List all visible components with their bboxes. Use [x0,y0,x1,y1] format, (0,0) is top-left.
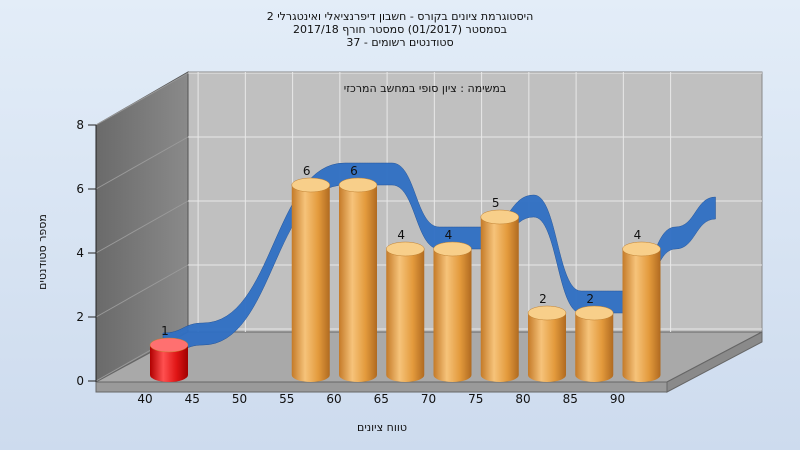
gridline-wall [95,200,189,254]
x-tick-label: 60 [326,392,341,406]
bar: 6 [291,164,330,382]
bar-value-label: 4 [397,228,405,242]
title-line-2: בסמסטר (01/2017) סמסטר חורף 2017/18 [293,23,507,36]
bar-body [575,313,614,382]
bar-value-label: 2 [539,292,547,306]
x-axis-label: טווח ציונים [357,421,407,434]
gridline-wall [95,264,189,318]
bar-top [386,241,425,257]
bar-top [433,241,472,257]
y-tick-label: 4 [76,246,84,260]
title-line-1: היסטוגרמת ציונים בקורס - חשבון דיפרנציאל… [266,10,534,23]
bar: 1 [149,324,189,382]
bar-value-label: 6 [303,164,311,178]
y-axis-label: מספר סטודנטים [36,214,49,290]
title-line-3: סטודנטים רשומים - 37 [346,36,454,49]
bar-body [528,313,566,382]
y-tick-label: 6 [76,182,84,196]
bar-value-label: 2 [586,292,594,306]
y-tick-label: 2 [76,310,84,324]
gridline-wall [95,136,189,190]
back-wall [187,71,763,333]
floor-edge [95,381,668,393]
y-tick-label: 8 [76,118,84,132]
x-tick-label: 80 [515,392,530,406]
bar-value-label: 4 [634,228,642,242]
bar-body [622,249,661,382]
y-tick-label: 0 [76,374,84,388]
chart-subtitle: במשימה : ציון סופי במחשב המרכזי [344,82,507,95]
bar-value-label: 6 [350,164,358,178]
bar-body [339,185,377,382]
bar-body [150,345,188,382]
bar-value-label: 4 [445,228,453,242]
gridline-wall [95,72,189,126]
bar: 2 [527,292,567,382]
bars-group: 1 6 6 4 4 5 2 2 4 [149,164,661,382]
x-tick-label: 65 [374,392,389,406]
bar-top [527,305,567,321]
bar-top [291,177,330,193]
x-tick-label: 55 [279,392,294,406]
x-tick-label: 40 [137,392,152,406]
x-tick-label: 50 [232,392,247,406]
floor-side-edge [666,331,763,393]
bar: 4 [433,228,472,382]
x-tick-label: 90 [610,392,625,406]
bar: 5 [480,196,519,382]
bar-body [433,249,472,382]
x-tick-label: 70 [421,392,436,406]
chart-title: היסטוגרמת ציונים בקורס - חשבון דיפרנציאל… [0,10,800,49]
bar: 4 [386,228,425,382]
bar-value-label: 5 [492,196,500,210]
bar-top [480,209,519,225]
bar-value-label: 1 [161,324,169,338]
bar: 4 [622,228,661,382]
bar-top [149,337,189,353]
bar-top [575,305,614,321]
bar: 2 [575,292,614,382]
gridlines [95,72,762,382]
bar-body [386,249,425,382]
bar-body [291,185,330,382]
bar: 6 [338,164,378,382]
bar-top [338,177,378,193]
bar-body [480,217,519,382]
x-tick-label: 85 [563,392,578,406]
x-tick-label: 75 [468,392,483,406]
x-tick-label: 45 [185,392,200,406]
bar-top [622,241,661,257]
